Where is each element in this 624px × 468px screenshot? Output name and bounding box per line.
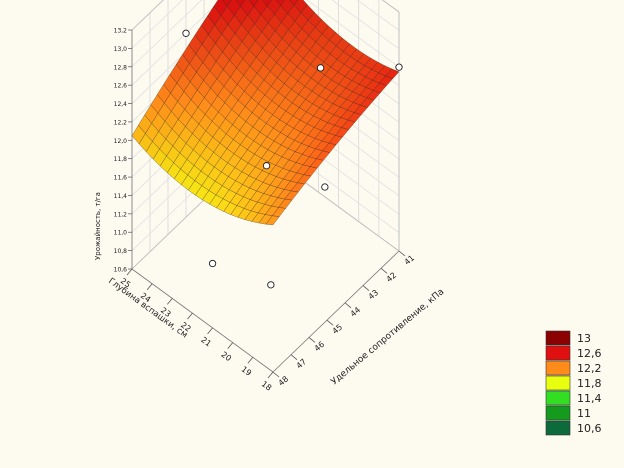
legend-swatch [545, 345, 571, 361]
legend-label: 13 [577, 332, 591, 345]
surface-cell [265, 215, 280, 226]
x-tick-mark [380, 267, 388, 274]
legend-label: 10,6 [577, 422, 602, 435]
x-tick-mark [290, 354, 298, 361]
data-point [316, 64, 325, 72]
box-edge [131, 0, 164, 31]
y-tick-mark [227, 342, 234, 349]
x-tick-mark [398, 250, 406, 257]
legend-swatch [545, 375, 571, 391]
side-wall-gridline [131, 0, 222, 86]
y-tick-label: 19 [240, 365, 254, 378]
legend: 13 12,6 12,2 11,8 11,4 11 10,6 [545, 330, 602, 436]
legend-swatch [545, 360, 571, 376]
x-tick-mark [326, 319, 334, 326]
z-tick-label: 11,8 [114, 156, 128, 163]
data-point [267, 281, 275, 289]
legend-swatch [545, 390, 571, 406]
data-point [395, 63, 403, 71]
y-tick-mark [267, 371, 274, 379]
data-point [182, 29, 190, 37]
back-wall-gridline [331, 0, 400, 50]
y-tick-label: 21 [199, 335, 213, 348]
z-tick-label: 12,2 [114, 119, 128, 126]
side-wall-gridline [131, 0, 203, 68]
axis-ticks: 4142434445464748252423222120191810,610,8… [114, 28, 417, 393]
legend-label: 11,4 [577, 392, 602, 405]
legend-label: 12,2 [577, 362, 602, 375]
y-tick-label: 18 [260, 379, 274, 392]
legend-swatch [545, 405, 571, 421]
floor-edge-y [131, 268, 274, 373]
z-axis-label: Урожайность, т/га [94, 192, 102, 260]
data-point [208, 259, 217, 268]
floor-edge-x [272, 250, 400, 373]
legend-label: 11 [577, 407, 591, 420]
z-tick-label: 12,0 [114, 138, 128, 145]
x-tick-mark [308, 337, 316, 343]
legend-swatch [545, 420, 571, 436]
back-wall-gridline [306, 0, 400, 68]
z-tick-label: 11,2 [114, 211, 128, 218]
z-tick-label: 11,4 [114, 193, 128, 200]
y-tick-mark [247, 357, 254, 364]
back-wall-gridline [356, 0, 400, 31]
x-tick-mark [272, 371, 280, 378]
x-tick-mark [362, 285, 370, 291]
legend-swatch [545, 330, 571, 346]
y-tick-mark [166, 298, 173, 305]
y-tick-mark [187, 312, 193, 320]
z-tick-label: 12,8 [114, 64, 128, 71]
z-tick-label: 12,6 [114, 83, 128, 90]
surface-cell [289, 0, 299, 6]
z-tick-label: 10,6 [114, 267, 128, 274]
y-tick-mark [146, 283, 153, 290]
z-tick-label: 10,8 [114, 248, 128, 255]
response-surface [131, 0, 400, 226]
side-wall-gridline [131, 0, 183, 49]
x-tick-mark [344, 302, 352, 309]
z-tick-label: 13,0 [114, 46, 128, 53]
x-axis-label: Удельное сопротивление, кПа [330, 287, 447, 387]
legend-label: 12,6 [577, 347, 602, 360]
y-tick-label: 20 [219, 350, 233, 363]
y-tick-mark [126, 268, 133, 276]
observation-points [182, 29, 403, 289]
z-tick-label: 11,0 [114, 230, 128, 237]
legend-label: 11,8 [577, 377, 602, 390]
data-point [262, 162, 271, 170]
y-tick-mark [207, 327, 213, 335]
z-tick-label: 11,6 [114, 175, 128, 182]
y-axis-label: Глубина вспашки, см [106, 276, 189, 340]
data-point [321, 183, 329, 191]
z-tick-label: 12,4 [114, 101, 128, 108]
z-tick-label: 13,2 [114, 28, 128, 35]
